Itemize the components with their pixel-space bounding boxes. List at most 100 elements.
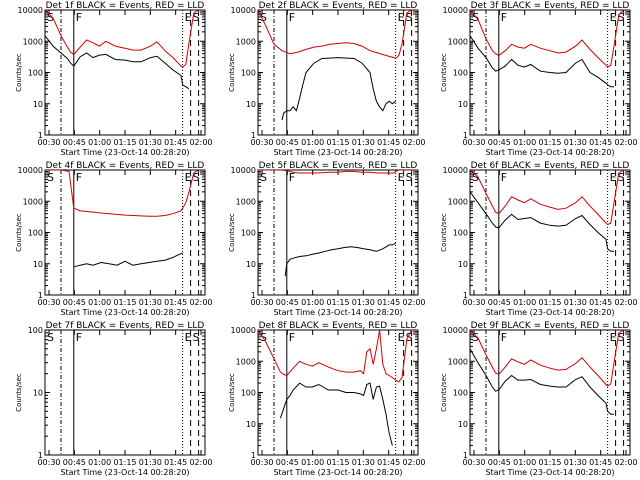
x-axis-label: Start Time (23-Oct-14 00:28:20) <box>273 308 402 317</box>
panel-det-1: Det 1f BLACK = Events, RED = LLD 1 10 100 10… <box>15 1 213 157</box>
x-tick-label: 01:45 <box>377 298 400 307</box>
x-tick-label: 01:00 <box>301 298 324 307</box>
x-tick-label: 00:30 <box>462 138 485 147</box>
y-tick-label: 1 <box>463 291 468 300</box>
y-tick-label: 100 <box>453 229 468 238</box>
x-tick-label: 00:45 <box>488 458 511 467</box>
x-tick-label: 00:45 <box>63 298 86 307</box>
x-tick-label: 02:00 <box>402 458 425 467</box>
y-tick-label: 100 <box>28 229 43 238</box>
x-tick-label: 01:45 <box>589 138 612 147</box>
x-tick-label: 01:15 <box>113 298 136 307</box>
y-tick-label: 100 <box>241 389 256 398</box>
panel-title: Det 1f BLACK = Events, RED = LLD <box>46 1 205 11</box>
y-axis-label: Counts/sec <box>440 373 448 412</box>
x-tick-label: 02:00 <box>614 458 637 467</box>
y-tick-label: 1000 <box>236 197 256 206</box>
x-tick-label: 01:00 <box>301 138 324 147</box>
x-tick-label: 02:00 <box>189 138 212 147</box>
series-line-lld <box>258 170 418 174</box>
panel-title: Det 6f BLACK = Events, RED = LLD <box>471 161 630 171</box>
marker-label: F <box>501 331 507 344</box>
series-line-lld <box>470 170 630 226</box>
marker-label: F <box>501 11 507 24</box>
marker-label: S <box>406 171 413 184</box>
y-tick-label: 1 <box>251 291 256 300</box>
marker-label: F <box>76 11 82 24</box>
x-tick-label: 01:30 <box>564 298 587 307</box>
x-tick-label: 02:00 <box>402 138 425 147</box>
x-tick-label: 01:00 <box>88 138 111 147</box>
marker-label: E <box>398 331 405 344</box>
y-axis-label: Counts/sec <box>15 53 23 92</box>
x-axis-label: Start Time (23-Oct-14 00:28:20) <box>60 468 189 477</box>
marker-label: E <box>610 11 617 24</box>
x-tick-label: 02:00 <box>614 298 637 307</box>
y-tick-label: 10 <box>458 100 468 109</box>
y-tick-label: 10000 <box>18 6 43 15</box>
x-tick-label: 01:00 <box>301 458 324 467</box>
y-tick-label: 10 <box>246 100 256 109</box>
plot-frame <box>44 9 206 136</box>
x-axis-label: Start Time (23-Oct-14 00:28:20) <box>60 308 189 317</box>
x-tick-label: 01:45 <box>589 458 612 467</box>
series-line-events <box>284 242 396 277</box>
y-tick-label: 1 <box>463 131 468 140</box>
x-tick-label: 00:45 <box>63 138 86 147</box>
x-tick-label: 01:30 <box>139 138 162 147</box>
y-tick-label: 100 <box>241 69 256 78</box>
y-tick-label: 10000 <box>231 6 256 15</box>
y-tick-label: 10 <box>33 100 43 109</box>
plot-frame <box>257 329 419 456</box>
marker-label: S <box>47 171 54 184</box>
marker-label: F <box>501 171 507 184</box>
series-line-lld <box>470 10 630 68</box>
marker-label: S <box>260 11 267 24</box>
panel-title: Det 4f BLACK = Events, RED = LLD <box>46 161 205 171</box>
y-tick-label: 1000 <box>448 197 468 206</box>
x-tick-label: 00:30 <box>250 458 273 467</box>
y-tick-label: 10 <box>33 389 43 398</box>
y-tick-label: 1000 <box>236 37 256 46</box>
x-tick-label: 02:00 <box>189 458 212 467</box>
x-axis-label: Start Time (23-Oct-14 00:28:20) <box>485 468 614 477</box>
y-tick-label: 1 <box>251 451 256 460</box>
marker-label: E <box>185 171 192 184</box>
y-tick-label: 100 <box>453 389 468 398</box>
plot-frame <box>44 329 206 456</box>
panel-det-5: Det 5f BLACK = Events, RED = LLD 1 10 100 10… <box>228 161 426 317</box>
y-tick-label: 1000 <box>236 357 256 366</box>
panel-title: Det 8f BLACK = Events, RED = LLD <box>259 321 418 331</box>
y-tick-label: 1 <box>38 451 43 460</box>
x-tick-label: 01:15 <box>113 458 136 467</box>
marker-label: E <box>610 331 617 344</box>
marker-label: E <box>185 331 192 344</box>
plot-frame <box>257 169 419 296</box>
y-tick-label: 1000 <box>448 357 468 366</box>
marker-label: S <box>260 331 267 344</box>
marker-label: E <box>610 171 617 184</box>
panel-title: Det 3f BLACK = Events, RED = LLD <box>471 1 630 11</box>
y-tick-label: 1 <box>251 131 256 140</box>
series-line-lld <box>470 330 630 387</box>
x-axis-label: Start Time (23-Oct-14 00:28:20) <box>273 148 402 157</box>
x-axis-label: Start Time (23-Oct-14 00:28:20) <box>485 308 614 317</box>
marker-label: E <box>398 171 405 184</box>
x-tick-label: 02:00 <box>189 298 212 307</box>
x-tick-label: 01:45 <box>377 458 400 467</box>
y-tick-label: 100 <box>28 69 43 78</box>
y-axis-label: Counts/sec <box>15 213 23 252</box>
marker-label: F <box>289 331 295 344</box>
x-tick-label: 01:15 <box>326 298 349 307</box>
series-line-lld <box>45 10 205 68</box>
x-tick-label: 01:00 <box>88 458 111 467</box>
series-line-lld <box>258 10 418 60</box>
panel-title: Det 5f BLACK = Events, RED = LLD <box>259 161 418 171</box>
x-tick-label: 00:30 <box>250 138 273 147</box>
series-line-lld <box>45 170 205 217</box>
marker-label: S <box>47 331 54 344</box>
x-tick-label: 01:45 <box>164 458 187 467</box>
panel-det-8: Det 8f BLACK = Events, RED = LLD 1 10 100 10… <box>228 321 426 477</box>
series-line-events <box>73 252 183 268</box>
